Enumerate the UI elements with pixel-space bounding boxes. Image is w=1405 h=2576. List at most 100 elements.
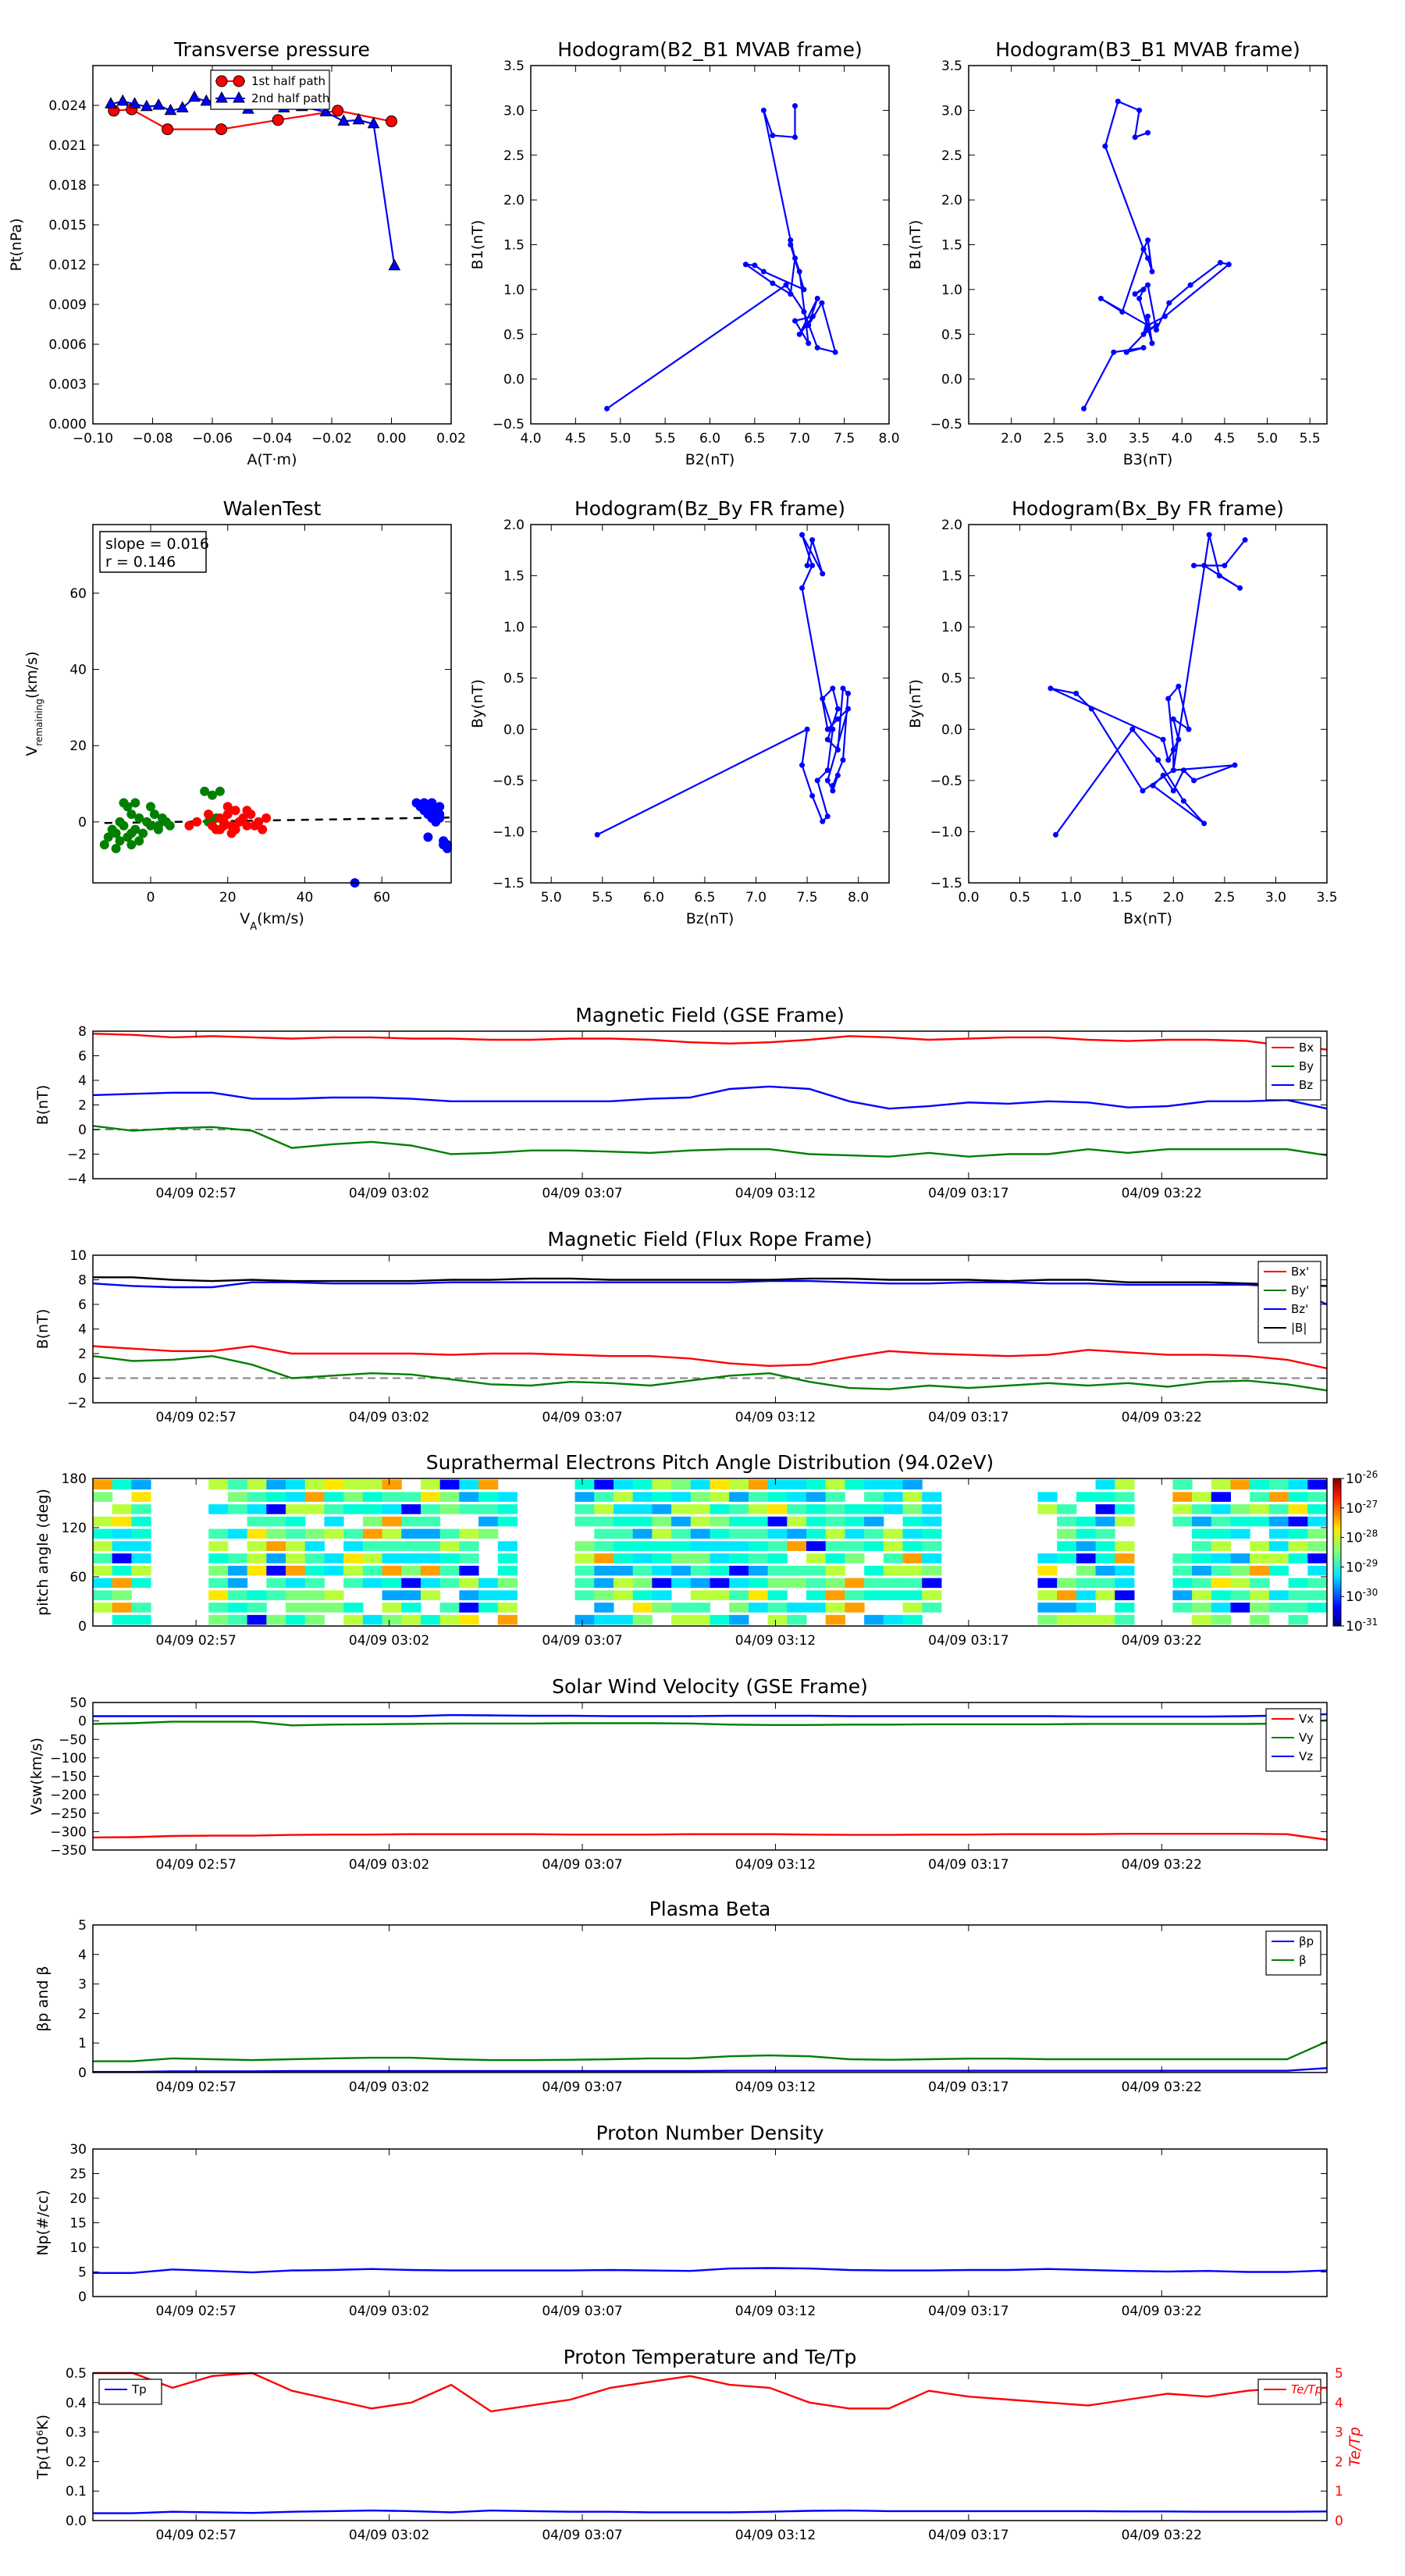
pad-cell — [748, 1528, 769, 1539]
pt-legend-label: 2nd half path — [251, 91, 329, 105]
pad-cell — [478, 1578, 499, 1589]
pad-cell — [690, 1492, 710, 1502]
pad-cell — [1211, 1578, 1231, 1589]
pt-point — [152, 98, 165, 110]
pad-cell — [1230, 1504, 1250, 1514]
pad-cell — [1307, 1603, 1328, 1613]
h2-point — [1140, 344, 1147, 350]
h1-ytick-label: 2.0 — [503, 193, 525, 208]
pad-cell — [227, 1504, 248, 1514]
pt-legend-marker — [215, 75, 228, 87]
walen-point — [215, 786, 225, 796]
pad-cell — [266, 1504, 286, 1514]
h4-xlabel: Bx(nT) — [1123, 910, 1172, 927]
walen-point — [192, 817, 202, 827]
pad-cell — [883, 1504, 904, 1514]
pad-cell — [632, 1614, 653, 1625]
pad-cell — [825, 1590, 845, 1600]
pad-cell — [845, 1541, 865, 1551]
pt-xlabel: A(T·m) — [247, 451, 297, 468]
beta-time-label: 04/09 02:57 — [155, 2080, 236, 2095]
h3-frame — [530, 524, 890, 884]
walen-point — [126, 828, 137, 838]
pad-cell — [401, 1614, 422, 1625]
pad-cell — [478, 1492, 499, 1502]
pad-cell — [1095, 1578, 1115, 1589]
pad-cell — [1268, 1516, 1289, 1527]
bfr-series-line — [92, 1345, 1328, 1370]
pad-cell — [825, 1516, 845, 1527]
pad-cell — [1172, 1553, 1193, 1564]
pad-cell — [1250, 1492, 1270, 1502]
pad-cell — [574, 1479, 595, 1490]
pad-cell — [1192, 1578, 1212, 1589]
pad-cell — [883, 1553, 904, 1564]
beta-ytick-label: 5 — [78, 1918, 87, 1934]
pad-cell — [710, 1479, 730, 1490]
pad-cell — [208, 1614, 229, 1625]
pad-cell — [922, 1590, 942, 1600]
pad-colorbar-label: 10-28 — [1346, 1528, 1378, 1546]
pad-time-label: 04/09 03:17 — [928, 1633, 1008, 1649]
pad-cell — [343, 1528, 364, 1539]
h2-xtick-label: 2.0 — [1001, 431, 1022, 447]
pad-cell — [497, 1578, 518, 1589]
h3-point — [830, 782, 836, 788]
pad-cell — [1057, 1603, 1077, 1613]
np-ytick-label: 10 — [69, 2240, 87, 2256]
pad-cell — [748, 1603, 769, 1613]
bgse-ytick-label: 0 — [78, 1123, 87, 1138]
walen-ylabel: Vremaining(km/s) — [23, 651, 44, 756]
beta-time-label: 04/09 03:22 — [1122, 2080, 1202, 2095]
h1-point — [752, 262, 758, 269]
pad-cell — [864, 1541, 884, 1551]
pad-cell — [382, 1504, 402, 1514]
pad-cell — [93, 1565, 113, 1576]
walen-point — [99, 840, 109, 850]
bfr-time-label: 04/09 03:07 — [542, 1410, 622, 1425]
pad-cell — [420, 1590, 441, 1600]
pad-cell — [806, 1565, 827, 1576]
pad-cell — [1250, 1590, 1270, 1600]
pt-xtick-label: −0.04 — [251, 431, 292, 447]
pad-cell — [825, 1479, 845, 1490]
walen-ytick-label: 0 — [78, 815, 87, 831]
pad-cell — [922, 1565, 942, 1576]
tp-time-label: 04/09 03:12 — [735, 2528, 816, 2543]
walen-point — [204, 809, 214, 820]
beta-time-label: 04/09 03:17 — [928, 2080, 1008, 2095]
pad-cell — [1268, 1479, 1289, 1490]
pad-cell — [478, 1528, 499, 1539]
h1-point — [832, 349, 838, 355]
pad-cell — [671, 1565, 692, 1576]
pad-cell — [690, 1590, 710, 1600]
pad-cell — [439, 1578, 460, 1589]
walen-xtick-label: 0 — [147, 890, 155, 906]
tp-legend — [98, 2379, 162, 2405]
bfr-time-label: 04/09 03:02 — [349, 1410, 429, 1425]
pad-cell — [652, 1516, 672, 1527]
pad-cell — [690, 1516, 710, 1527]
pad-cell — [902, 1614, 923, 1625]
h2-ytick-label: 0.0 — [941, 372, 962, 388]
pad-cell — [574, 1614, 595, 1625]
pad-cell — [420, 1479, 441, 1490]
pad-cell — [1288, 1492, 1308, 1502]
pad-cell — [767, 1590, 788, 1600]
pad-cell — [112, 1479, 132, 1490]
pad-cell — [1076, 1528, 1097, 1539]
pad-cell — [362, 1516, 383, 1527]
pad-cell — [652, 1565, 672, 1576]
walen-point — [443, 840, 453, 850]
h3-ylabel: By(nT) — [469, 679, 486, 728]
h3-ytick-label: 1.0 — [503, 620, 525, 635]
walen-xtick-label: 60 — [373, 890, 390, 906]
bfr-time-label: 04/09 02:57 — [155, 1410, 236, 1425]
pad-cell — [1268, 1553, 1289, 1564]
pad-cell — [710, 1528, 730, 1539]
h4-point — [1191, 777, 1197, 784]
pt-point — [128, 97, 141, 109]
pad-cell — [112, 1504, 132, 1514]
pad-cell — [902, 1603, 923, 1613]
pad-cell — [574, 1516, 595, 1527]
